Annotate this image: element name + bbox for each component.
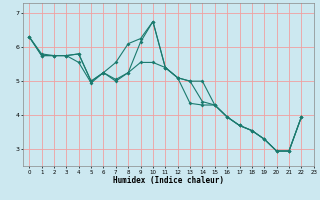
X-axis label: Humidex (Indice chaleur): Humidex (Indice chaleur)	[113, 176, 224, 185]
